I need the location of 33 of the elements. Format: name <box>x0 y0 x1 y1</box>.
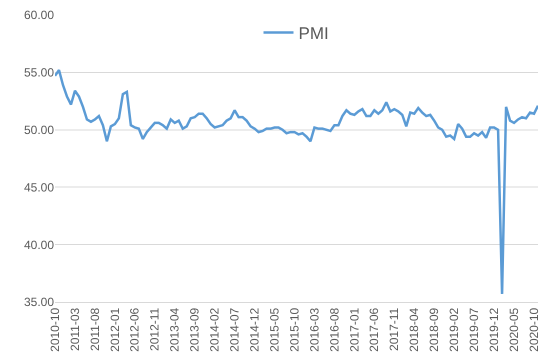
line-series <box>55 68 538 296</box>
x-tick-label: 2014-12 <box>247 307 262 352</box>
x-tick-label: 2012-01 <box>108 307 122 352</box>
y-tick-label: 50.00 <box>24 123 54 137</box>
x-tick-label: 2019-07 <box>467 307 482 352</box>
x-tick-label: 2013-04 <box>168 307 182 352</box>
x-tick-label: 2012-11 <box>148 307 162 351</box>
x-tick-label: 2018-04 <box>407 307 422 352</box>
x-tick-label: 2011-03 <box>68 307 82 351</box>
x-tick-label: 2017-06 <box>367 307 382 352</box>
x-tick-label: 2017-11 <box>387 307 402 351</box>
y-tick-label: 45.00 <box>24 180 54 194</box>
x-tick-label: 2013-09 <box>188 307 202 352</box>
x-tick-label: 2014-02 <box>208 307 222 352</box>
x-tick-label: 2017-01 <box>347 307 362 352</box>
x-tick-label: 2015-05 <box>267 307 282 352</box>
y-tick-label: 55.00 <box>24 66 54 80</box>
y-tick-label: 35.00 <box>24 295 54 310</box>
legend-label: PMI <box>298 24 329 44</box>
x-tick-label: 2014-07 <box>228 307 242 352</box>
x-tick-label: 2018-09 <box>427 307 442 352</box>
x-tick-label: 2020-10 <box>526 307 541 352</box>
x-tick-label: 2019-12 <box>486 307 501 352</box>
y-tick-label: 40.00 <box>24 238 54 252</box>
y-tick-label: 60.00 <box>24 8 54 22</box>
x-tick-label: 2020-05 <box>506 307 521 352</box>
x-tick-label: 2012-06 <box>128 307 142 352</box>
x-tick-label: 2016-08 <box>327 307 342 352</box>
x-tick-label: 2015-10 <box>287 307 302 352</box>
x-tick-label: 2011-08 <box>88 307 102 351</box>
x-tick-label: 2010-10 <box>48 307 62 352</box>
x-tick-label: 2016-03 <box>307 307 322 352</box>
x-tick-label: 2019-02 <box>447 307 462 352</box>
